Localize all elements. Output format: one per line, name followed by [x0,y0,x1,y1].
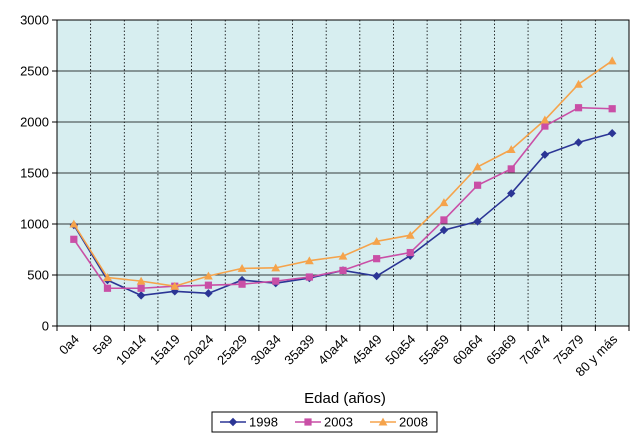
data-point-1998 [540,150,550,159]
y-tick-label: 3000 [20,13,49,28]
y-tick-label: 2500 [20,64,49,79]
data-point-1998 [170,287,179,296]
series-layer [69,56,617,300]
data-point-2003 [339,266,347,275]
data-point-2003 [305,273,313,281]
data-point-2003 [373,255,381,263]
legend-marker-2008 [378,417,388,426]
data-point-2003 [541,122,549,130]
data-point-2003 [440,216,448,224]
y-tick-label: 0 [42,319,49,334]
legend-label: 1998 [249,415,278,430]
x-tick-label: 65a69 [483,332,519,368]
x-tick-label: 60a64 [450,332,486,368]
y-axis-ticks: 0 500 1000 1500 2000 2500 3000 [20,13,57,334]
data-point-1998 [574,138,583,147]
y-tick-label: 1500 [20,166,49,181]
x-tick-label: 15a19 [147,332,183,368]
data-point-2008 [170,281,180,290]
data-point-2003 [608,105,616,113]
data-point-2003 [70,235,78,243]
data-point-2008 [271,263,281,272]
data-point-1998 [607,129,617,138]
data-point-2003 [204,281,213,289]
data-point-2008 [372,236,382,245]
data-point-1998 [473,217,482,226]
data-point-2003 [473,181,482,189]
series-2008 [69,56,617,290]
x-tick-label: 30a34 [248,332,284,368]
x-tick-label: 25a29 [214,332,250,368]
y-tick-label: 2000 [20,115,49,130]
data-point-1998 [372,271,381,281]
legend-item-2003: 2003 [295,415,353,430]
legend-item-1998: 1998 [220,415,278,430]
data-point-2008 [304,256,314,265]
data-point-1998 [204,289,213,298]
x-tick-label: 45a49 [349,332,385,368]
x-axis-title: Edad (años) [304,390,386,407]
data-point-2003 [137,284,145,292]
x-axis-ticks: 0a4 5a910a1415a1920a2425a2930a3435a3940a4… [56,326,630,379]
x-tick-label: 10a14 [113,332,149,368]
x-tick-label: 0a4 [56,332,82,358]
data-point-2003 [507,165,515,173]
y-tick-label: 1000 [20,217,49,232]
x-tick-label: 50a54 [382,332,418,368]
x-tick-label: 5a9 [90,332,116,358]
data-point-2008 [540,115,550,124]
data-point-2008 [204,271,213,280]
x-tick-label: 20a24 [180,332,216,368]
data-point-1998 [439,225,449,235]
grid-lines [57,20,629,326]
data-point-2003 [272,277,280,285]
data-point-2003 [238,280,246,288]
data-point-2008 [506,145,516,154]
y-tick-label: 500 [27,268,49,283]
legend-item-2008: 2008 [370,415,428,430]
data-point-2008 [574,79,583,88]
data-point-2008 [473,162,482,171]
data-point-2008 [136,276,146,285]
data-point-2008 [439,198,449,207]
data-point-2003 [103,284,112,292]
data-point-2003 [406,248,414,257]
data-point-2008 [405,230,415,239]
x-tick-label: 35a39 [281,332,317,368]
legend-box [211,411,438,433]
data-point-2008 [607,56,617,65]
data-point-2008 [69,219,79,228]
legend-label: 2008 [399,415,428,430]
x-tick-label: 40a44 [315,332,351,368]
legend: 1998 2003 2008 [211,411,438,433]
data-point-2008 [237,263,247,272]
legend-marker-1998 [228,417,238,427]
data-point-2003 [574,104,583,112]
data-point-1998 [507,189,516,198]
data-point-2008 [338,251,348,260]
x-tick-label: 55a59 [416,332,452,368]
x-tick-label: 70a74 [517,332,553,368]
data-point-1998 [136,291,146,300]
series-2003 [70,104,616,292]
legend-marker-2003 [304,418,312,426]
data-point-2008 [103,273,112,282]
legend-label: 2003 [324,415,353,430]
